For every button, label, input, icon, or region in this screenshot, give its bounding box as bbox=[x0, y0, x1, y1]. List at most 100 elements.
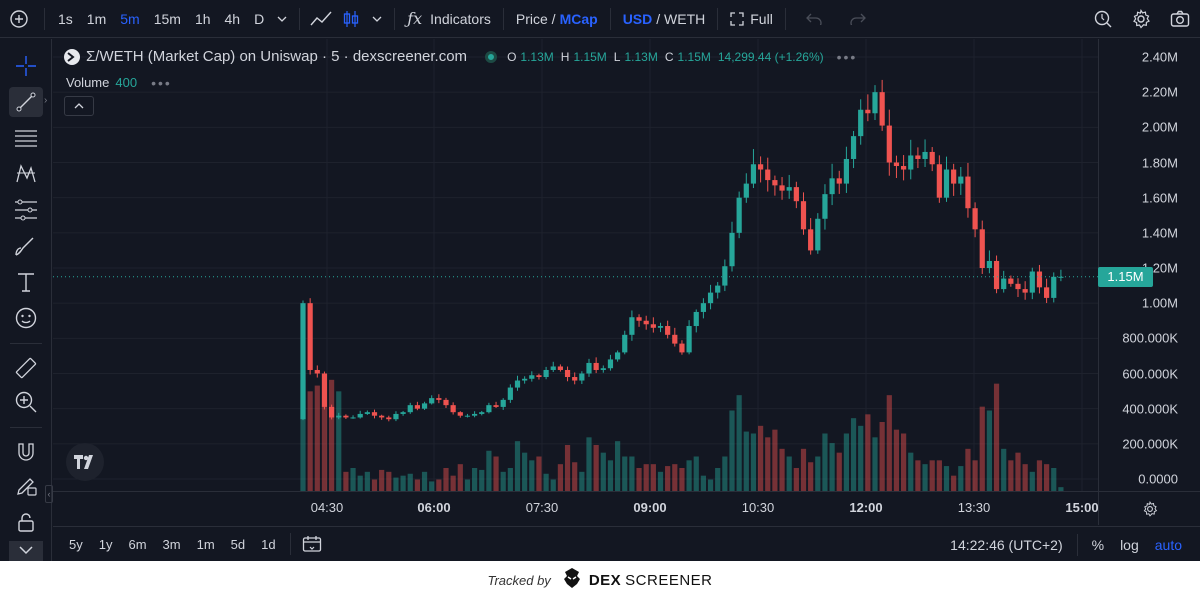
range-6m[interactable]: 6m bbox=[128, 536, 147, 552]
candle-body bbox=[622, 334, 628, 353]
date-range-icon[interactable] bbox=[297, 525, 327, 563]
time-tick-label: 07:30 bbox=[525, 500, 559, 515]
candle-body bbox=[872, 92, 878, 114]
auto-toggle[interactable]: auto bbox=[1154, 536, 1182, 553]
currency-toggle[interactable]: USD / WETH bbox=[617, 0, 712, 38]
candle-body bbox=[343, 415, 349, 418]
pattern-icon[interactable] bbox=[9, 159, 43, 189]
interval-1h[interactable]: 1h bbox=[194, 10, 211, 27]
volume-bar bbox=[843, 433, 849, 491]
collapse-legend-button[interactable] bbox=[64, 96, 94, 116]
candle-body bbox=[421, 403, 428, 409]
time-tick-label: 12:00 bbox=[849, 500, 883, 515]
price-axis[interactable]: 2.40M 2.20M 2.00M 1.80M 1.60M 1.40M 1.20M 1.00M… bbox=[1098, 39, 1200, 491]
volume-bar bbox=[557, 464, 563, 491]
candle-body bbox=[786, 187, 792, 191]
percent-toggle[interactable]: % bbox=[1091, 536, 1105, 553]
crosshair-icon[interactable] bbox=[9, 51, 43, 81]
brush-icon[interactable] bbox=[9, 231, 43, 261]
interval-5m[interactable]: 5m bbox=[120, 10, 140, 27]
trend-line-icon[interactable] bbox=[9, 87, 43, 117]
log-toggle[interactable]: log bbox=[1120, 536, 1139, 553]
volume-bar bbox=[972, 460, 978, 491]
volume-bar bbox=[636, 468, 642, 491]
candle-body bbox=[965, 176, 971, 209]
zoom-in-icon[interactable] bbox=[9, 387, 43, 417]
range-1d[interactable]: 1d bbox=[261, 536, 276, 552]
volume-bar bbox=[1058, 487, 1064, 491]
volume-bar bbox=[793, 468, 799, 491]
line-chart-icon[interactable] bbox=[306, 0, 336, 38]
axis-settings-icon[interactable] bbox=[1098, 491, 1200, 525]
candle-body bbox=[879, 92, 885, 126]
quick-search-icon[interactable] bbox=[1084, 0, 1122, 38]
range-1y[interactable]: 1y bbox=[98, 536, 113, 552]
candle-body bbox=[693, 311, 699, 327]
full-label: Full bbox=[750, 10, 773, 27]
volume-bar bbox=[743, 431, 749, 491]
interval-1s[interactable]: 1s bbox=[58, 10, 73, 27]
time-axis[interactable]: 04:30 06:00 07:30 09:00 10:30 12:00 13:30 15:00 bbox=[53, 491, 1099, 525]
candle-body bbox=[893, 162, 900, 167]
redo-icon[interactable] bbox=[836, 0, 880, 38]
volume-bar bbox=[300, 379, 306, 491]
volume-options-icon[interactable]: ••• bbox=[151, 75, 172, 91]
range-1m[interactable]: 1m bbox=[196, 536, 215, 552]
candle-body bbox=[464, 415, 471, 417]
chevron-down-icon[interactable] bbox=[366, 0, 388, 38]
dexscreener-logo-icon[interactable] bbox=[561, 567, 583, 594]
bottom-right-controls: 14:22:46 (UTC+2) % log auto bbox=[942, 527, 1190, 562]
lock-icon[interactable] bbox=[9, 507, 43, 537]
interval-D[interactable]: D bbox=[254, 10, 265, 27]
separator bbox=[10, 427, 42, 428]
price-tick-label: 1.80M bbox=[1141, 155, 1178, 170]
volume-bar bbox=[421, 471, 428, 491]
volume-bar bbox=[329, 379, 335, 491]
range-5y[interactable]: 5y bbox=[69, 536, 83, 552]
interval-4h[interactable]: 4h bbox=[224, 10, 241, 27]
more-options-icon[interactable]: ••• bbox=[836, 48, 858, 65]
fib-levels-icon[interactable] bbox=[9, 195, 43, 225]
trend-line-submenu-arrow[interactable]: › bbox=[44, 95, 48, 106]
candle-body bbox=[1029, 271, 1035, 293]
time-tick-label: 15:00 bbox=[1065, 500, 1099, 515]
candle-body bbox=[929, 151, 935, 165]
add-symbol-icon[interactable] bbox=[0, 0, 38, 38]
candlestick-chart[interactable] bbox=[53, 39, 1098, 491]
volume-bar bbox=[808, 462, 814, 491]
emoji-icon[interactable] bbox=[9, 303, 43, 333]
undo-icon[interactable] bbox=[792, 0, 836, 38]
symbol-title[interactable]: Σ/WETH (Market Cap) on Uniswap · 5 · dex… bbox=[86, 48, 468, 65]
expand-toolbar-icon[interactable] bbox=[9, 541, 43, 561]
fullscreen-button[interactable]: Full bbox=[724, 0, 779, 38]
volume-bar bbox=[1044, 464, 1050, 491]
interval-1m[interactable]: 1m bbox=[86, 10, 107, 27]
settings-gear-icon[interactable] bbox=[1122, 0, 1160, 38]
volume-bar bbox=[915, 460, 921, 491]
candles-icon[interactable] bbox=[336, 0, 366, 38]
horizontal-lines-icon[interactable] bbox=[9, 123, 43, 153]
chevron-down-icon[interactable] bbox=[271, 0, 293, 38]
hide-toolbar-handle[interactable]: ‹ bbox=[45, 485, 53, 503]
price-mcap-toggle[interactable]: Price / MCap bbox=[510, 0, 604, 38]
text-tool-icon[interactable] bbox=[9, 267, 43, 297]
candle-body bbox=[564, 369, 571, 378]
candle-body bbox=[672, 334, 678, 344]
camera-icon[interactable] bbox=[1160, 0, 1200, 38]
candle-body bbox=[522, 378, 528, 381]
lock-drawing-icon[interactable] bbox=[9, 471, 43, 501]
volume-label[interactable]: Volume bbox=[66, 75, 110, 90]
range-5d[interactable]: 5d bbox=[230, 536, 246, 552]
volume-bar bbox=[629, 456, 635, 491]
ruler-icon[interactable] bbox=[9, 353, 43, 383]
volume-legend: Volume 400 ••• bbox=[66, 75, 172, 91]
magnet-icon[interactable] bbox=[9, 437, 43, 467]
range-3m[interactable]: 3m bbox=[162, 536, 181, 552]
volume-bar bbox=[379, 469, 385, 491]
volume-bar bbox=[693, 456, 699, 491]
indicators-button[interactable]: ƒx Indicators bbox=[401, 0, 497, 38]
interval-15m[interactable]: 15m bbox=[153, 10, 181, 27]
price-tick-label: 200.000K bbox=[1122, 436, 1178, 452]
clock[interactable]: 14:22:46 (UTC+2) bbox=[950, 536, 1063, 553]
tradingview-logo[interactable] bbox=[66, 443, 104, 481]
